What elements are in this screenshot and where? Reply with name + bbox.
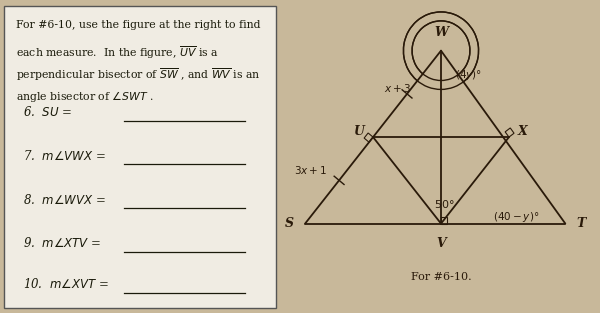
Text: each measure.  In the figure, $\overline{UV}$ is a: each measure. In the figure, $\overline{…	[16, 44, 218, 60]
Text: 7.  $m\angle VWX$ =: 7. $m\angle VWX$ =	[23, 149, 105, 163]
Text: T: T	[577, 217, 586, 230]
Text: For #6-10, use the figure at the right to find: For #6-10, use the figure at the right t…	[16, 20, 260, 30]
Text: $(40-y)°$: $(40-y)°$	[493, 210, 539, 224]
Text: $x+3$: $x+3$	[384, 82, 410, 94]
Text: S: S	[284, 217, 293, 230]
Text: U: U	[353, 125, 364, 138]
Text: $3x+1$: $3x+1$	[293, 164, 327, 176]
Text: V: V	[436, 237, 446, 250]
Text: 8.  $m\angle WVX$ =: 8. $m\angle WVX$ =	[23, 192, 105, 207]
Text: W: W	[434, 26, 448, 39]
Text: X: X	[518, 125, 527, 138]
Text: 9.  $m\angle XTV$ =: 9. $m\angle XTV$ =	[23, 236, 101, 250]
Text: angle bisector of $\angle SWT$ .: angle bisector of $\angle SWT$ .	[16, 89, 154, 104]
Text: For #6-10.: For #6-10.	[410, 272, 472, 282]
Text: perpendicular bisector of $\overline{SW}$ , and $\overline{WV}$ is an: perpendicular bisector of $\overline{SW}…	[16, 66, 260, 83]
Text: $50°$: $50°$	[434, 198, 454, 210]
Text: 6.  $SU$ =: 6. $SU$ =	[23, 105, 71, 119]
Text: $(4y)°$: $(4y)°$	[455, 68, 482, 81]
Text: 10.  $m\angle XVT$ =: 10. $m\angle XVT$ =	[23, 277, 108, 291]
